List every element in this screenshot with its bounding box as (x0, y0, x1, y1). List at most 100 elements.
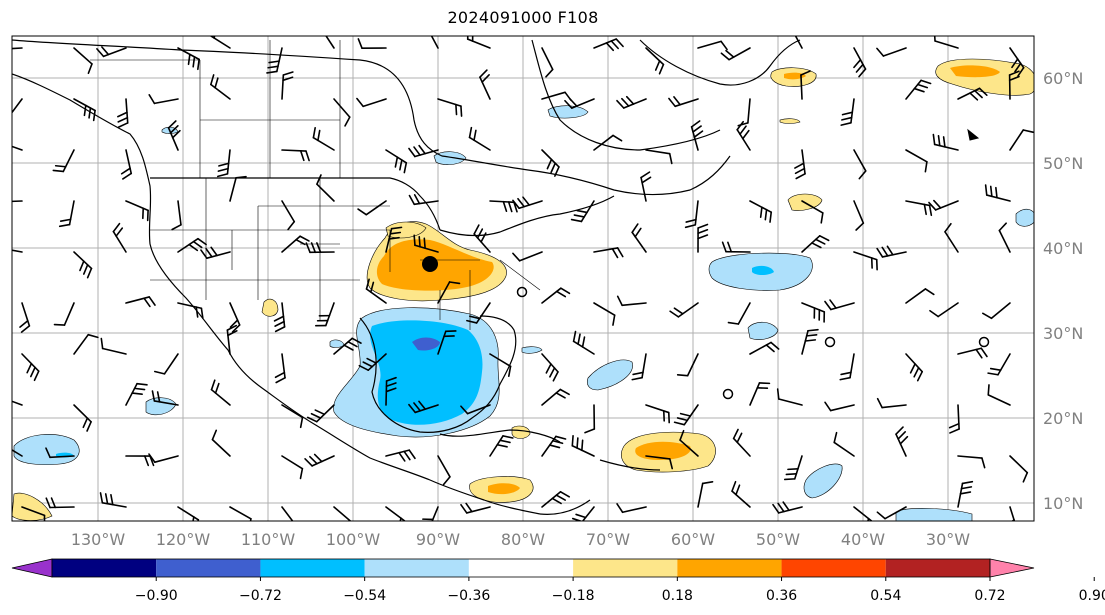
wind-barb-icon (732, 428, 751, 457)
colorbar-tick-label: −0.18 (552, 588, 595, 604)
wind-barb-icon (967, 128, 980, 141)
wind-barb-icon (273, 302, 286, 333)
wind-barb-icon (437, 455, 451, 486)
colorbar-tick-label: 0.90 (1079, 588, 1105, 604)
wind-barb-icon (640, 171, 652, 202)
wind-barb-icon (148, 453, 179, 463)
wind-barb-icon (112, 222, 127, 253)
wind-barb-icon (512, 196, 543, 210)
negative-anomaly-atlantic-30n (747, 321, 779, 340)
wind-barb-icon (727, 302, 751, 325)
colorbar-tick-label: −0.36 (447, 588, 490, 604)
wind-barb-icon (468, 126, 491, 151)
wind-barb-icon (365, 278, 387, 304)
longitude-label: 40°W (841, 530, 885, 549)
wind-barb-icon (905, 149, 928, 173)
wind-barb-icon (593, 38, 624, 52)
wind-barb-icon (631, 353, 647, 381)
latitude-labels: 60°N 50°N 40°N 30°N 20°N 10°N (1043, 69, 1083, 513)
wind-barb-icon (73, 98, 96, 122)
wind-barb-icon (584, 404, 596, 434)
colorbar-tick-label: 0.72 (974, 588, 1005, 604)
negative-anomaly-east-edge (1015, 208, 1034, 227)
wind-barb-icon (720, 47, 751, 61)
wind-barb-icon (541, 435, 567, 457)
wind-barb-icon (541, 353, 559, 382)
wind-barb-icon (1008, 70, 1020, 100)
negative-anomaly-atlantic-35n-core (752, 265, 774, 275)
wind-barb-icon (304, 453, 335, 467)
wind-barb-icon (541, 149, 560, 177)
colorbar-segment (468, 559, 574, 577)
wind-barb-icon (473, 224, 491, 253)
positive-anomaly-north-atlantic-core (950, 65, 1000, 78)
wind-barb-icon (117, 98, 129, 128)
wind-barb-icon (281, 455, 304, 480)
wind-barb-icon (948, 404, 960, 434)
wind-barb-icon (987, 353, 1011, 376)
wind-barb-icon (801, 235, 830, 253)
wind-barb-icon (422, 506, 439, 521)
wind-barb-icon (645, 404, 671, 424)
wind-barb-icon (211, 429, 231, 457)
wind-barb-icon (749, 341, 780, 355)
wind-barb-icon (905, 288, 935, 304)
wind-barb-icon (19, 302, 31, 333)
positive-anomaly-caribbean-core (635, 441, 691, 460)
colorbar-extend-low (11, 558, 53, 578)
wind-barb-icon (801, 200, 824, 224)
wind-barb-icon (697, 40, 728, 51)
wind-barb-icon (801, 302, 826, 323)
wind-barb-icon (631, 223, 647, 253)
wind-barb-icon (229, 506, 252, 521)
wind-barb-icon (736, 120, 751, 151)
wind-barb-icon (12, 449, 23, 457)
wind-barb-icon (616, 295, 647, 307)
wind-barb-icon (929, 302, 959, 318)
wind-barb-icon (12, 249, 23, 253)
latitude-label: 30°N (1043, 324, 1083, 343)
wind-barb-icon (226, 324, 238, 355)
colorbar-segment (885, 559, 990, 577)
wind-barb-icon (217, 149, 231, 178)
wind-barb-icon (281, 235, 310, 253)
wind-barb-icon (120, 149, 133, 180)
colorbar-tick-label: −0.72 (239, 588, 282, 604)
wind-barb-icon (281, 200, 296, 231)
wind-barb-icon (333, 506, 352, 521)
wind-barb-icon (96, 46, 127, 58)
coastlines (12, 39, 801, 515)
wind-barb-icon (593, 302, 616, 326)
wind-barb-icon (12, 98, 23, 114)
wind-barb-icon (408, 144, 439, 158)
colorbar-tick-label: −0.90 (135, 588, 178, 604)
longitude-label: 50°W (756, 530, 800, 549)
colorbar-tick-label: 0.18 (662, 588, 693, 604)
wind-barb-icon (957, 455, 986, 469)
colorbar-segment (781, 559, 886, 577)
wind-barb-icon (957, 480, 974, 508)
colorbar (11, 558, 1035, 578)
wind-barb-icon (58, 200, 75, 228)
wind-barb-icon (437, 330, 457, 355)
station-circle-icon (824, 336, 836, 348)
wind-barb-icon (876, 397, 907, 409)
wind-barb-icon (541, 287, 571, 304)
wind-barb-icon (479, 69, 491, 100)
wind-barb-icon (876, 47, 907, 57)
positive-anomaly-panama-core (488, 483, 520, 495)
wind-barb-icon (125, 200, 149, 222)
wind-barb-icon (776, 388, 803, 406)
negative-anomaly-gulf-core (370, 320, 483, 425)
wind-barb-icon (673, 404, 699, 426)
colorbar-extend-high (989, 558, 1035, 578)
wind-barb-icon (148, 94, 179, 105)
colorbar-outline (51, 558, 991, 578)
wind-barb-icon (45, 497, 75, 509)
wind-barb-icon (385, 226, 403, 253)
wind-barb-icon (177, 237, 207, 253)
longitude-labels: 130°W 120°W 110°W 100°W 90°W 80°W 70°W 60°W 50°W… (71, 530, 970, 549)
wind-barb-icon (690, 120, 704, 151)
wind-barb-icon (839, 353, 855, 381)
